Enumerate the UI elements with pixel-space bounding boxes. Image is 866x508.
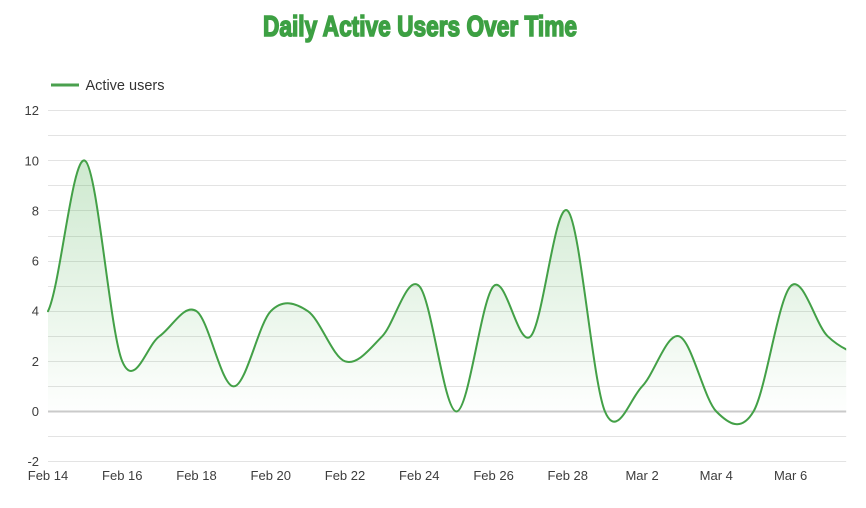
svg-text:2: 2 — [32, 354, 39, 369]
svg-text:Daily Active Users Over Time: Daily Active Users Over Time — [263, 11, 577, 43]
svg-text:Feb 14: Feb 14 — [28, 468, 68, 483]
svg-text:Mar 4: Mar 4 — [700, 468, 733, 483]
svg-text:Feb 16: Feb 16 — [102, 468, 142, 483]
svg-text:0: 0 — [32, 404, 39, 419]
svg-text:Feb 18: Feb 18 — [176, 468, 216, 483]
svg-text:Feb 26: Feb 26 — [473, 468, 513, 483]
svg-text:4: 4 — [32, 304, 39, 319]
svg-text:Feb 20: Feb 20 — [251, 468, 291, 483]
svg-text:10: 10 — [25, 153, 39, 168]
svg-text:-2: -2 — [27, 454, 39, 469]
svg-text:12: 12 — [25, 103, 39, 118]
svg-text:Feb 22: Feb 22 — [325, 468, 365, 483]
svg-text:8: 8 — [32, 203, 39, 218]
svg-text:Mar 2: Mar 2 — [625, 468, 658, 483]
svg-text:Feb 28: Feb 28 — [548, 468, 588, 483]
svg-text:Feb 24: Feb 24 — [399, 468, 439, 483]
svg-text:Active users: Active users — [86, 78, 165, 94]
svg-text:Mar 6: Mar 6 — [774, 468, 807, 483]
svg-text:6: 6 — [32, 254, 39, 269]
